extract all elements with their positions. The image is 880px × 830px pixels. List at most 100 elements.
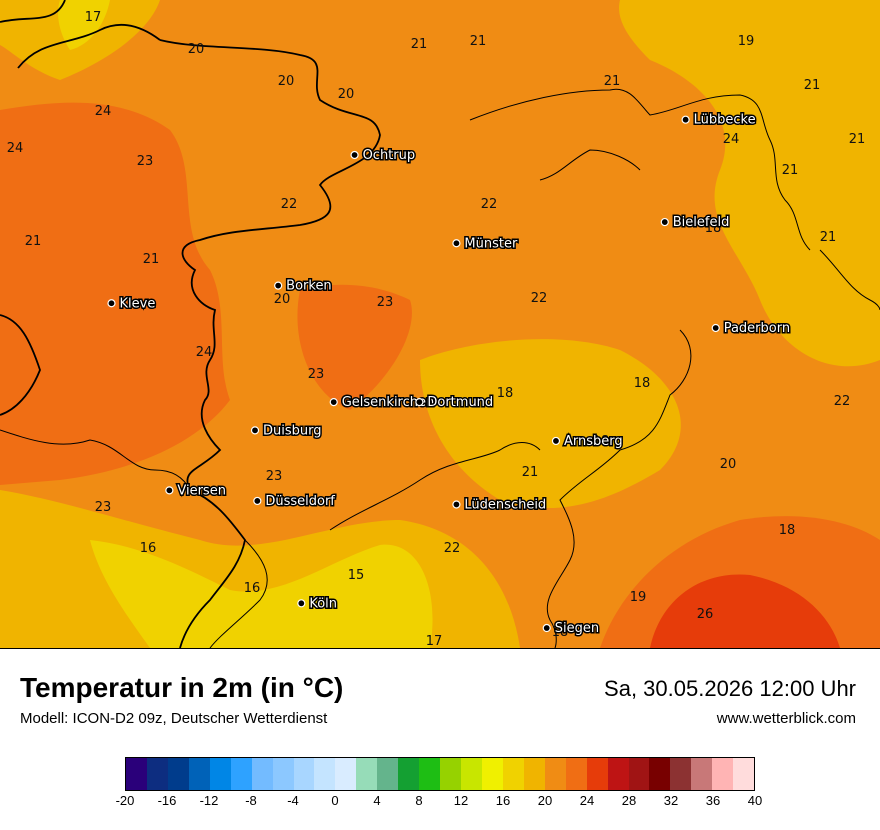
city-label: Borken <box>286 279 332 294</box>
legend-color-swatch <box>544 758 566 790</box>
legend-color-swatch <box>670 758 692 790</box>
temperature-value: 21 <box>604 74 621 89</box>
cool-area-sauerland <box>420 339 681 509</box>
city-borken[interactable]: Borken <box>274 277 333 295</box>
border-lower-saxony-2 <box>539 149 641 181</box>
temperature-value: 24 <box>7 141 24 156</box>
city-düsseldorf[interactable]: Düsseldorf <box>253 492 337 510</box>
legend-tick: -8 <box>245 793 257 808</box>
city-dot <box>107 299 116 308</box>
city-arnsberg[interactable]: Arnsberg <box>551 432 624 450</box>
temperature-value: 24 <box>95 104 112 119</box>
city-label: Münster <box>464 236 518 251</box>
temperature-value: 23 <box>137 154 154 169</box>
legend-color-swatch <box>733 758 755 790</box>
legend-tick: 32 <box>663 793 679 808</box>
temperature-value: 22 <box>531 291 548 306</box>
city-label: Bielefeld <box>673 215 730 230</box>
legend-color-swatch <box>712 758 734 790</box>
temperature-value: 18 <box>779 523 796 538</box>
map-canvas: 17 20 21 21 19 20 20 21 21 24 24 24 21 23 21 22 22 18 21 21… <box>0 0 880 648</box>
city-duisburg[interactable]: Duisburg <box>250 422 323 440</box>
legend-tick: 8 <box>415 793 423 808</box>
temperature-value: 24 <box>196 345 213 360</box>
city-label: Düsseldorf <box>265 494 335 509</box>
legend-color-swatch <box>502 758 524 790</box>
temperature-value: 18 <box>705 221 722 236</box>
temperature-value: 22 <box>281 197 298 212</box>
city-dot <box>681 115 690 124</box>
border-netherlands-limburg <box>0 429 191 491</box>
temperature-map[interactable]: 17 20 21 21 19 20 20 21 21 24 24 24 21 23 21 22 22 18 21 21… <box>0 0 880 649</box>
city-bielefeld[interactable]: Bielefeld <box>660 214 731 232</box>
color-legend: -20 -16 -12 -8 -4 0 4 8 12 16 20 24 28 32 36 40 <box>116 757 762 808</box>
city-label: Köln <box>309 596 337 611</box>
city-dot <box>660 217 669 227</box>
hot-area-southeast <box>650 574 840 648</box>
city-lübbecke[interactable]: Lübbecke <box>681 111 757 129</box>
city-dot <box>415 398 424 407</box>
temperature-value: 19 <box>630 590 647 605</box>
temperature-value: 23 <box>95 500 112 515</box>
legend-tick: 0 <box>331 793 339 808</box>
city-lüdenscheid[interactable]: Lüdenscheid <box>452 496 548 514</box>
border-rhineland <box>329 442 541 531</box>
city-dot <box>297 599 306 608</box>
temperature-value: 21 <box>820 230 837 245</box>
legend-color-swatch <box>209 758 231 790</box>
border-nrw-netherlands <box>0 0 381 491</box>
legend-tick: -4 <box>287 793 299 808</box>
legend-color-swatch <box>167 758 189 790</box>
temperature-value: 16 <box>244 581 261 596</box>
temperature-value: 22 <box>834 394 851 409</box>
border-belgium <box>179 489 246 648</box>
temperature-value: 21 <box>782 163 799 178</box>
city-label: Ochtrup <box>363 148 416 163</box>
temperature-value: 17 <box>85 10 102 25</box>
city-label: Dortmund <box>427 395 493 410</box>
city-dot <box>253 496 262 506</box>
city-label: Paderborn <box>724 321 790 336</box>
legend-tick: 4 <box>373 793 381 808</box>
warm-area-west <box>0 102 230 485</box>
legend-color-swatch <box>251 758 273 790</box>
border-west <box>0 314 41 416</box>
temperature-value: 23 <box>266 469 283 484</box>
temperature-value: 17 <box>426 634 443 648</box>
city-viersen[interactable]: Viersen <box>165 482 227 500</box>
city-paderborn[interactable]: Paderborn <box>711 319 792 337</box>
temperature-value: 18 <box>593 434 610 449</box>
website-link[interactable]: www.wetterblick.com <box>716 710 856 727</box>
legend-color-swatch <box>691 758 713 790</box>
legend-tick: 12 <box>453 793 469 808</box>
temperature-value: 16 <box>140 541 157 556</box>
temperature-value: 19 <box>738 34 755 49</box>
legend-color-swatch <box>314 758 336 790</box>
temperature-value: 20 <box>274 292 291 307</box>
temperature-value: 24 <box>723 132 740 147</box>
city-markers: Ochtrup Lübbecke Bielefeld Münster Borken Kle… <box>107 111 792 638</box>
city-münster[interactable]: Münster <box>452 235 519 253</box>
city-label: Duisburg <box>263 423 322 438</box>
city-dortmund[interactable]: Dortmund <box>415 394 495 412</box>
temperature-value: 23 <box>308 367 325 382</box>
temperature-value: 20 <box>278 74 295 89</box>
city-dot <box>329 398 338 407</box>
city-ochtrup[interactable]: Ochtrup <box>350 147 417 165</box>
city-dot <box>274 281 283 290</box>
warm-area-ruhr <box>297 284 412 410</box>
temperature-value: 18 <box>552 625 569 640</box>
city-siegen[interactable]: Siegen <box>542 620 601 638</box>
city-gelsenkirchen[interactable]: Gelsenkirchen <box>329 394 436 412</box>
coolest-area-north <box>58 0 110 50</box>
city-label: Gelsenkirchen <box>342 395 435 410</box>
temperature-value: 18 <box>634 376 651 391</box>
legend-color-swatch <box>419 758 441 790</box>
legend-color-swatch <box>649 758 671 790</box>
temperature-value: 20 <box>188 42 205 57</box>
legend-color-swatch <box>586 758 608 790</box>
city-kleve[interactable]: Kleve <box>107 295 157 313</box>
temperature-value: 21 <box>849 132 866 147</box>
city-köln[interactable]: Köln <box>297 595 339 613</box>
legend-color-swatch <box>628 758 650 790</box>
